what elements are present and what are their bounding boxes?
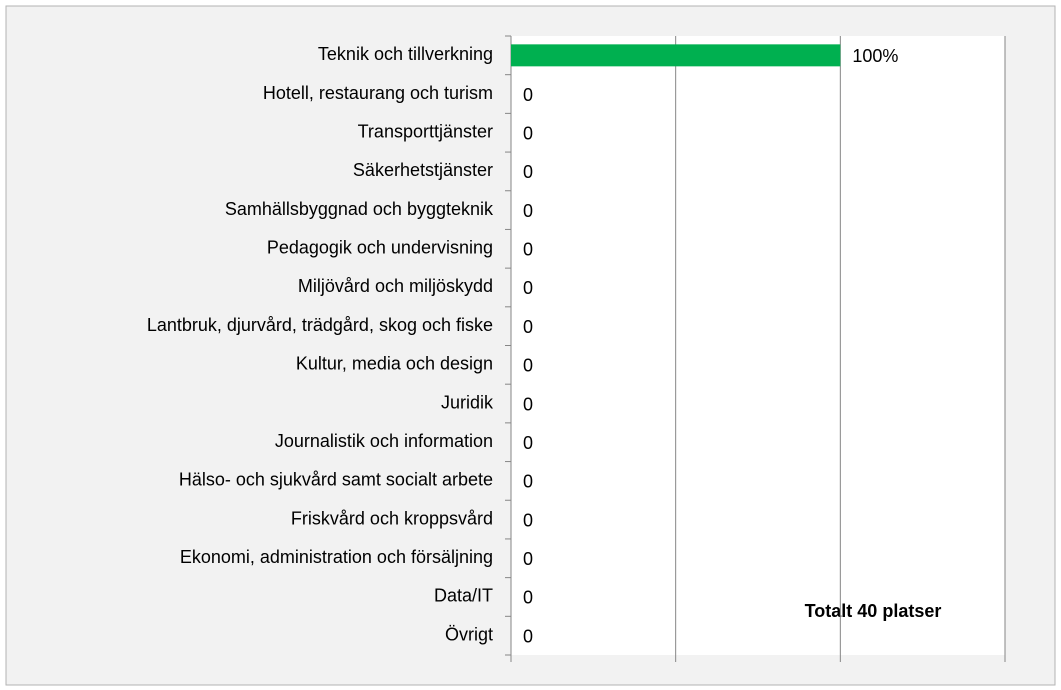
value-label: 0 (523, 394, 533, 414)
value-label: 0 (523, 510, 533, 530)
y-tick-label: Data/IT (434, 586, 493, 606)
value-label: 0 (523, 201, 533, 221)
y-tick-label: Övrigt (445, 624, 493, 644)
value-label: 0 (523, 433, 533, 453)
y-tick-label: Friskvård och kroppsvård (291, 508, 493, 528)
y-tick-label: Säkerhetstjänster (353, 160, 493, 180)
value-label: 0 (523, 278, 533, 298)
y-tick-label: Juridik (441, 392, 494, 412)
y-tick-label: Kultur, media och design (296, 354, 493, 374)
y-tick-label: Hälso- och sjukvård samt socialt arbete (179, 470, 493, 490)
value-label: 0 (523, 626, 533, 646)
bar (511, 44, 841, 67)
value-label: 0 (523, 472, 533, 492)
value-label: 0 (523, 123, 533, 143)
y-tick-label: Hotell, restaurang och turism (263, 83, 493, 103)
value-label: 0 (523, 317, 533, 337)
value-label: 0 (523, 85, 533, 105)
y-tick-label: Ekonomi, administration och försäljning (180, 547, 493, 567)
value-label: 0 (523, 549, 533, 569)
value-label: 0 (523, 356, 533, 376)
value-label: 0 (523, 240, 533, 260)
y-tick-label: Journalistik och information (275, 431, 493, 451)
value-label: 100% (852, 46, 898, 66)
y-tick-label: Miljövård och miljöskydd (298, 276, 493, 296)
annotation: Totalt 40 platser (805, 601, 942, 621)
y-tick-label: Transporttjänster (358, 121, 493, 141)
y-tick-label: Lantbruk, djurvård, trädgård, skog och f… (147, 315, 493, 335)
value-label: 0 (523, 588, 533, 608)
plot-area (511, 36, 1005, 655)
y-tick-label: Teknik och tillverkning (318, 44, 493, 64)
y-tick-label: Samhällsbyggnad och byggteknik (225, 199, 494, 219)
y-tick-label: Pedagogik och undervisning (267, 238, 493, 258)
value-label: 0 (523, 162, 533, 182)
